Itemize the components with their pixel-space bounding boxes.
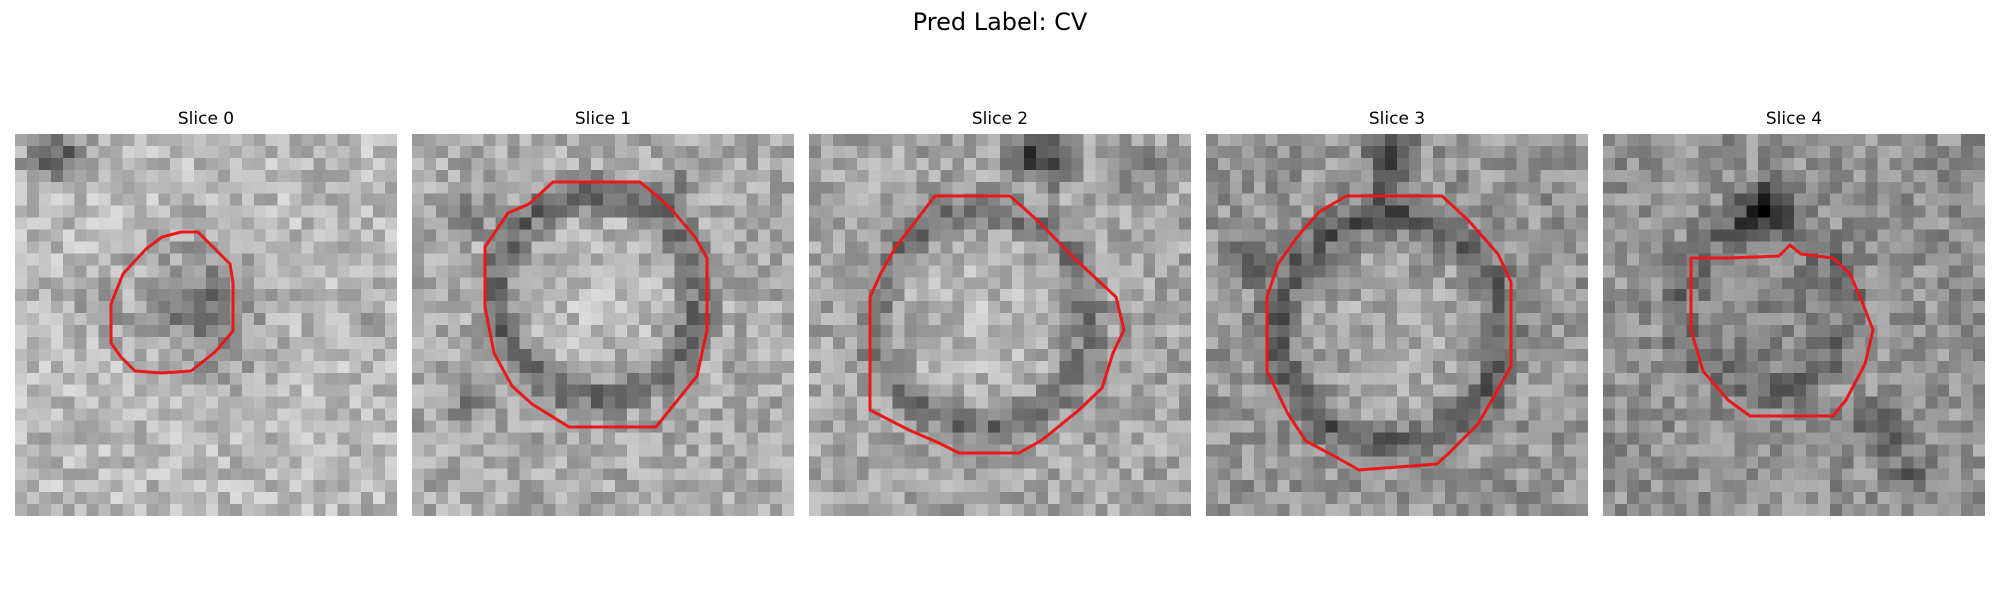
- predicted-contour-0: [109, 230, 235, 375]
- slice-title-0: Slice 0: [177, 109, 235, 129]
- slice-title-2: Slice 2: [971, 109, 1029, 129]
- slice-title-4: Slice 4: [1765, 109, 1823, 129]
- figure-title: Pred Label: CV: [912, 8, 1088, 36]
- predicted-contour-1: [483, 180, 709, 429]
- slice-image-2: [809, 134, 1191, 516]
- slice-title-1: Slice 1: [574, 109, 632, 129]
- slice-panel-1: Slice 1: [412, 108, 794, 516]
- slice-grayscale-image-4: [1603, 134, 1985, 516]
- slice-contour-overlay-4: [1689, 243, 1875, 418]
- slice-panel-2: Slice 2: [809, 108, 1191, 516]
- slice-contour-overlay-2: [868, 194, 1126, 455]
- slice-grayscale-image-1: [412, 134, 794, 516]
- slice-contour-overlay-0: [109, 230, 235, 375]
- slice-image-1: [412, 134, 794, 516]
- predicted-contour-4: [1689, 243, 1875, 418]
- slice-panel-4: Slice 4: [1603, 108, 1985, 516]
- slice-panel-3: Slice 3: [1206, 108, 1588, 516]
- predicted-contour-3: [1265, 194, 1513, 472]
- slice-image-3: [1206, 134, 1588, 516]
- slice-image-4: [1603, 134, 1985, 516]
- slice-contour-overlay-1: [483, 180, 709, 429]
- slice-panel-0: Slice 0: [15, 108, 397, 516]
- predicted-contour-2: [868, 194, 1126, 455]
- slice-image-0: [15, 134, 397, 516]
- slice-title-3: Slice 3: [1368, 109, 1426, 129]
- slice-grayscale-image-3: [1206, 134, 1588, 516]
- slice-grayscale-image-0: [15, 134, 397, 516]
- slice-contour-overlay-3: [1265, 194, 1513, 472]
